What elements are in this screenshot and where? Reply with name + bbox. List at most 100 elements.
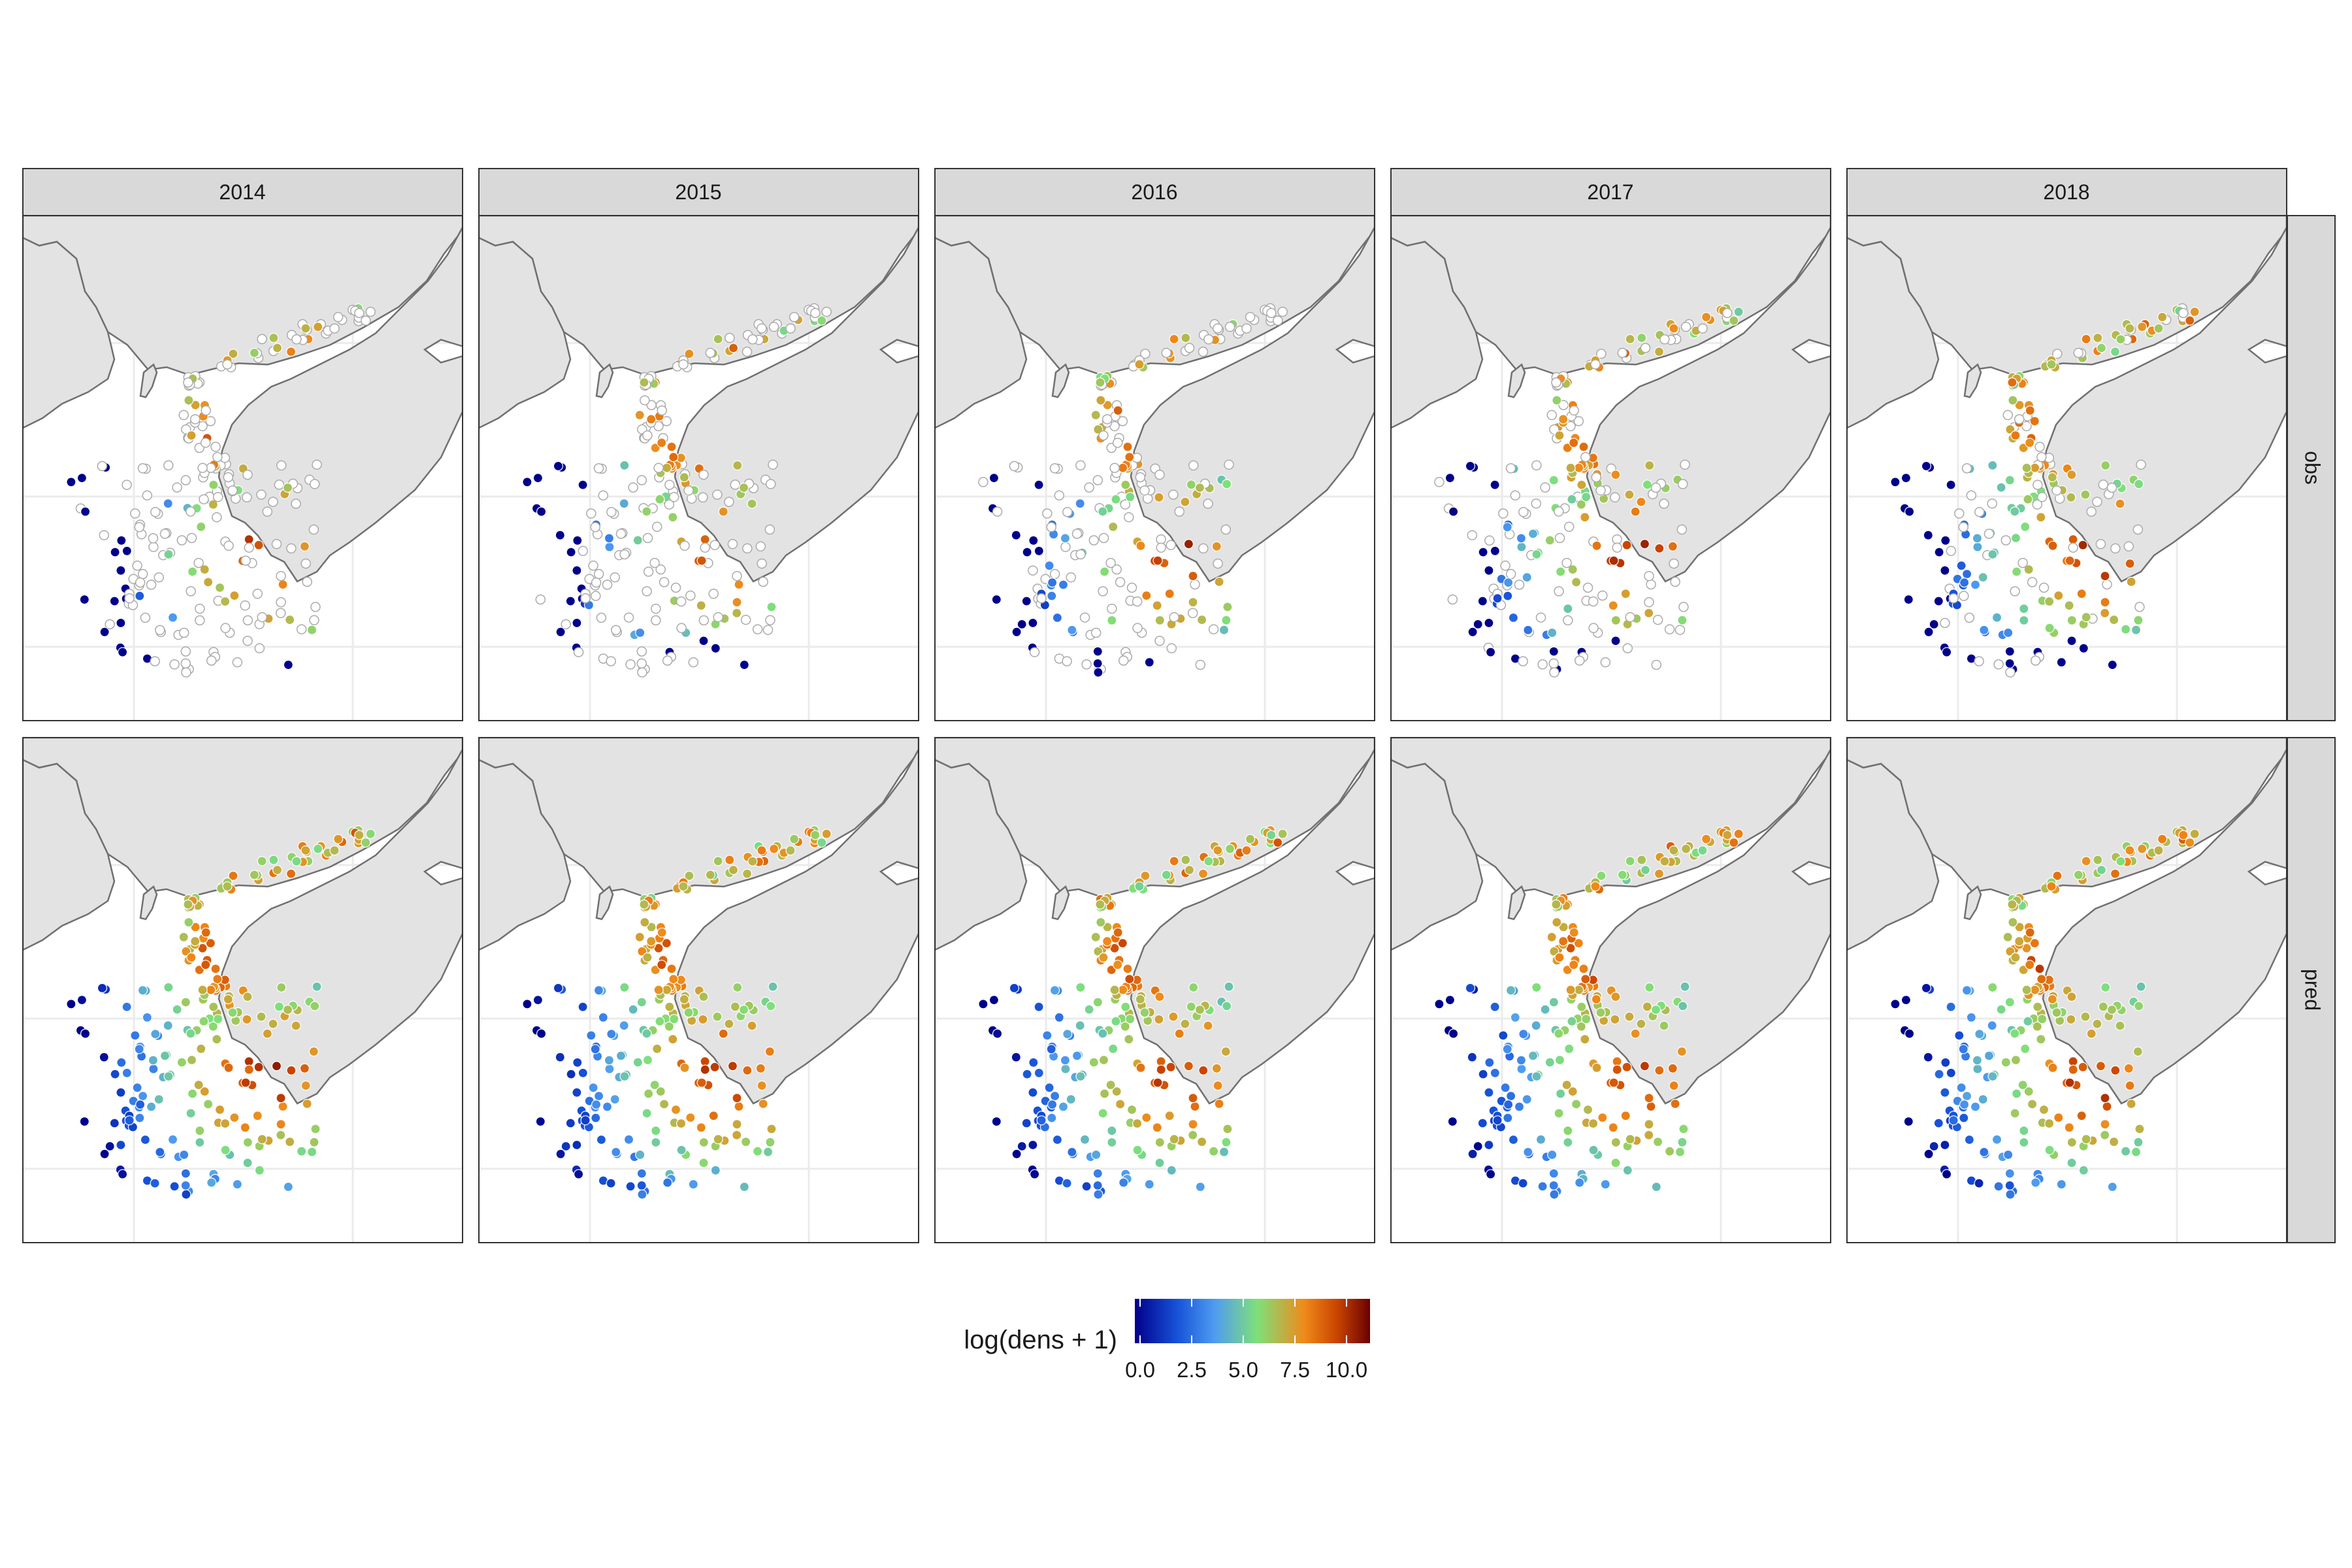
station-point — [1112, 437, 1123, 448]
column-strips: 2014 2015 2016 2017 2018 — [22, 168, 2287, 216]
station-point — [256, 489, 267, 500]
station-point — [1066, 1094, 1076, 1105]
station-point — [1135, 994, 1145, 1005]
station-point — [572, 565, 582, 576]
legend-tick-2: 5.0 — [1228, 1358, 1258, 1382]
station-point — [1245, 834, 1256, 844]
station-point — [764, 524, 776, 535]
station-point — [1093, 1189, 1103, 1200]
strip-label-2016: 2016 — [1131, 180, 1177, 204]
station-point — [186, 1054, 197, 1066]
station-point — [1546, 932, 1557, 942]
station-point — [249, 870, 259, 880]
station-point — [1195, 1181, 1205, 1192]
station-point — [1135, 472, 1146, 483]
station-point — [1640, 342, 1651, 353]
station-point — [214, 1104, 225, 1115]
station-point — [1681, 843, 1691, 854]
station-point — [1544, 1057, 1555, 1068]
station-point — [764, 1046, 775, 1057]
station-point — [2086, 506, 2097, 517]
station-point — [1987, 460, 1998, 470]
station-point — [2153, 845, 2164, 856]
station-point — [573, 647, 584, 657]
station-point — [1277, 828, 1288, 839]
station-point — [1049, 463, 1060, 474]
station-point — [1554, 1108, 1564, 1119]
station-point — [565, 1118, 576, 1128]
station-point — [142, 1012, 152, 1022]
station-point — [1477, 596, 1488, 606]
station-point — [2017, 557, 2028, 568]
station-point — [1500, 561, 1511, 571]
station-point — [1139, 1007, 1150, 1018]
station-point — [1467, 530, 1478, 540]
station-point — [2178, 308, 2189, 318]
station-point — [203, 577, 214, 587]
station-point — [536, 1028, 547, 1039]
station-point — [167, 612, 178, 623]
station-point — [1141, 1112, 1152, 1123]
station-point — [138, 1090, 148, 1102]
station-point — [2019, 615, 2029, 626]
station-point — [269, 855, 279, 865]
station-point — [636, 1180, 647, 1191]
strip-label-2018: 2018 — [2043, 180, 2089, 204]
station-point — [1974, 1178, 1984, 1188]
station-point — [2003, 1149, 2014, 1160]
station-point — [1054, 490, 1065, 501]
station-point — [1510, 1012, 1520, 1022]
station-point — [635, 1149, 645, 1160]
station-point — [1011, 1149, 1022, 1159]
panel-obs-2018 — [1846, 215, 2287, 721]
station-point — [329, 845, 340, 856]
station-point — [1588, 1118, 1599, 1129]
station-point — [220, 1145, 231, 1155]
station-point — [1527, 529, 1539, 539]
station-point — [2004, 646, 2015, 657]
station-point — [276, 570, 286, 581]
station-point — [1075, 982, 1086, 992]
island — [1507, 885, 1526, 921]
station-point — [222, 359, 233, 370]
station-point — [1651, 1181, 1661, 1192]
station-point — [698, 469, 709, 480]
station-point — [199, 1016, 209, 1026]
station-point — [286, 346, 297, 357]
station-point — [1113, 927, 1123, 938]
station-point — [163, 1071, 174, 1082]
station-point — [1071, 1051, 1083, 1061]
station-point — [758, 576, 768, 587]
station-point — [1564, 1043, 1575, 1054]
station-point — [757, 845, 767, 856]
station-point — [1510, 490, 1521, 501]
station-point — [212, 974, 223, 985]
station-point — [1011, 530, 1021, 540]
station-point — [1516, 542, 1527, 552]
station-point — [1644, 608, 1654, 619]
station-point — [193, 1079, 204, 1090]
station-point — [309, 615, 319, 626]
station-point — [249, 348, 259, 358]
station-point — [186, 1108, 196, 1119]
station-point — [242, 1014, 252, 1024]
station-point — [1624, 1011, 1635, 1022]
station-point — [698, 492, 708, 503]
station-point — [1028, 617, 1038, 629]
station-point — [1970, 580, 1981, 590]
station-point — [1009, 983, 1020, 993]
station-point — [1588, 623, 1599, 634]
station-point — [2100, 982, 2111, 992]
land-west — [479, 237, 572, 429]
station-point — [2100, 571, 2110, 581]
station-point — [755, 1063, 766, 1073]
station-point — [197, 463, 208, 473]
station-point — [1194, 1004, 1205, 1015]
station-point — [1569, 438, 1579, 448]
station-point — [1034, 546, 1044, 556]
station-point — [1465, 983, 1476, 993]
station-point — [1552, 917, 1562, 928]
station-point — [1195, 659, 1206, 670]
station-point — [1972, 1055, 1982, 1066]
